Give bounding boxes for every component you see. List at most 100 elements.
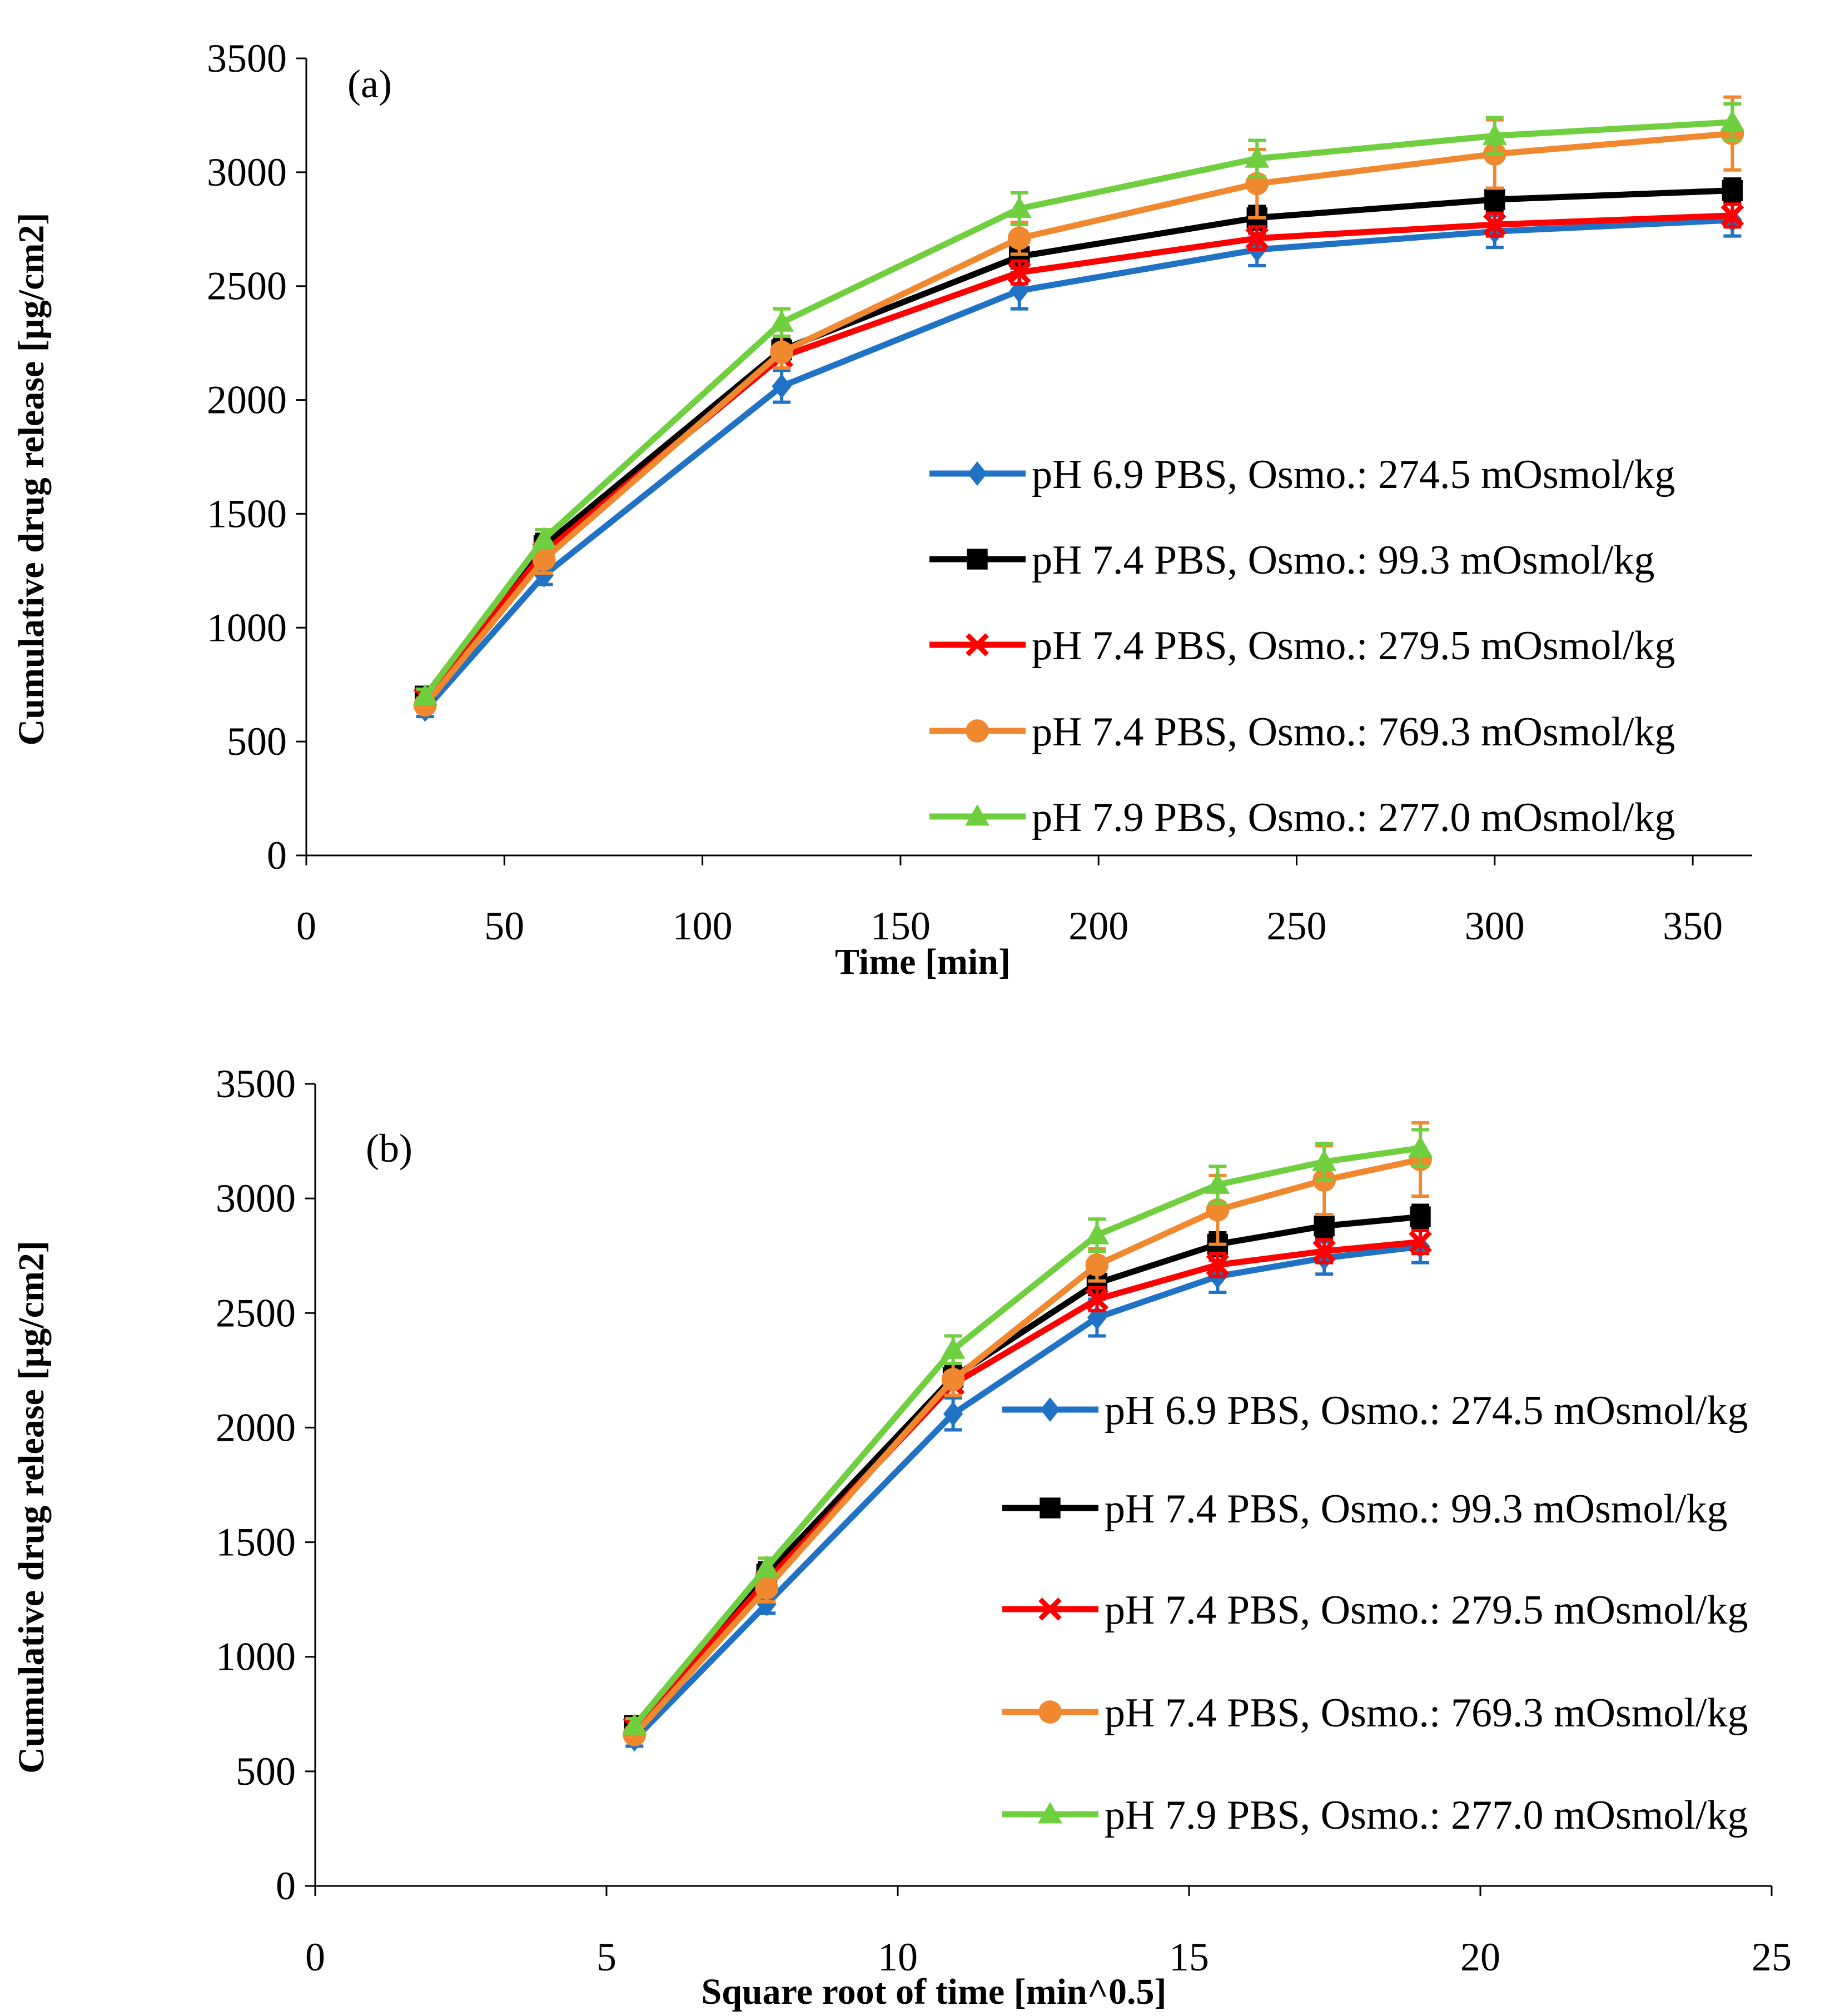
- series-line: [632, 1144, 1421, 1728]
- series-3: [623, 1121, 1432, 1746]
- diamond-marker: [967, 461, 987, 486]
- triangle-marker: [965, 804, 989, 826]
- legend-item: pH 7.9 PBS, Osmo.: 277.0 mOsmol/kg: [1002, 1793, 1748, 1838]
- square-marker: [1484, 189, 1505, 210]
- series-line: [422, 119, 1733, 698]
- y-tick-label: 2500: [207, 264, 287, 308]
- y-tick-label: 0: [276, 1864, 296, 1908]
- y-tick-label: 2500: [216, 1291, 296, 1335]
- triangle-marker: [1205, 1172, 1230, 1194]
- circle-marker: [755, 1576, 779, 1600]
- y-tick-label: 2000: [207, 378, 287, 422]
- square-marker: [1410, 1206, 1431, 1227]
- panel-label: (b): [366, 1126, 412, 1171]
- diamond-marker: [772, 374, 792, 399]
- legend-label: pH 7.4 PBS, Osmo.: 279.5 mOsmol/kg: [1105, 1587, 1748, 1633]
- x-tick-label: 25: [1752, 1935, 1792, 1979]
- legend-item: pH 7.4 PBS, Osmo.: 279.5 mOsmol/kg: [1002, 1587, 1748, 1633]
- legend-item: pH 7.4 PBS, Osmo.: 279.5 mOsmol/kg: [929, 623, 1675, 669]
- x-marker: [1312, 1240, 1336, 1263]
- y-axis-title: Cumulative drug release [µg/cm2]: [11, 213, 52, 746]
- triangle-marker: [1408, 1136, 1433, 1157]
- legend-item: pH 6.9 PBS, Osmo.: 274.5 mOsmol/kg: [1002, 1388, 1748, 1433]
- triangle-marker: [1038, 1802, 1062, 1824]
- y-axis-title: Cumulative drug release [µg/cm2]: [11, 1241, 52, 1774]
- triangle-marker: [1245, 146, 1270, 168]
- legend-label: pH 6.9 PBS, Osmo.: 274.5 mOsmol/kg: [1105, 1388, 1748, 1433]
- legend-item: pH 7.4 PBS, Osmo.: 99.3 mOsmol/kg: [1002, 1486, 1727, 1532]
- x-axis-title: Time [min]: [835, 942, 1011, 982]
- triangle-marker: [754, 1555, 779, 1577]
- square-marker: [1722, 180, 1743, 201]
- circle-marker: [1038, 1700, 1062, 1724]
- x-tick-label: 100: [673, 904, 733, 948]
- legend-label: pH 6.9 PBS, Osmo.: 274.5 mOsmol/kg: [1032, 452, 1675, 497]
- x-marker: [1483, 213, 1506, 236]
- legend-label: pH 7.4 PBS, Osmo.: 99.3 mOsmol/kg: [1032, 537, 1654, 583]
- legend-item: pH 7.4 PBS, Osmo.: 769.3 mOsmol/kg: [1002, 1690, 1748, 1736]
- y-tick-label: 1000: [216, 1635, 296, 1679]
- legend-item: pH 7.4 PBS, Osmo.: 769.3 mOsmol/kg: [929, 709, 1675, 755]
- diamond-marker: [534, 563, 554, 588]
- x-marker: [966, 633, 989, 656]
- x-marker: [1085, 1287, 1109, 1311]
- series-4: [622, 1128, 1433, 1735]
- triangle-marker: [412, 684, 437, 705]
- x-tick-label: 10: [878, 1935, 918, 1979]
- triangle-marker: [1720, 109, 1745, 132]
- x-marker: [1409, 1230, 1432, 1254]
- triangle-marker: [1085, 1223, 1110, 1245]
- square-marker: [967, 549, 988, 570]
- panel-label: (a): [347, 62, 392, 106]
- x-tick-label: 300: [1465, 904, 1525, 948]
- x-tick-label: 200: [1068, 904, 1128, 948]
- legend-label: pH 7.4 PBS, Osmo.: 99.3 mOsmol/kg: [1105, 1486, 1727, 1532]
- y-tick-label: 500: [236, 1749, 296, 1794]
- square-marker: [1314, 1215, 1335, 1237]
- y-tick-label: 3000: [207, 150, 287, 195]
- y-tick-label: 1500: [216, 1520, 296, 1565]
- diamond-marker: [1040, 1397, 1060, 1422]
- triangle-marker: [531, 526, 556, 548]
- circle-marker: [532, 547, 556, 571]
- x-tick-label: 350: [1663, 904, 1723, 948]
- x-axis-title: Square root of time [min^0.5]: [702, 1972, 1167, 2012]
- x-tick-label: 50: [484, 904, 524, 948]
- diamond-marker: [1087, 1305, 1107, 1330]
- x-tick-label: 250: [1267, 904, 1327, 948]
- series-line: [632, 1239, 1421, 1730]
- diamond-marker: [943, 1401, 963, 1426]
- triangle-marker: [1007, 196, 1032, 218]
- circle-marker: [966, 719, 989, 743]
- y-tick-label: 3000: [216, 1176, 296, 1221]
- y-tick-label: 3500: [216, 1062, 296, 1106]
- circle-marker: [770, 340, 794, 364]
- legend-label: pH 7.9 PBS, Osmo.: 277.0 mOsmol/kg: [1032, 795, 1675, 840]
- square-marker: [1040, 1497, 1061, 1519]
- series-line: [632, 1156, 1421, 1737]
- triangle-marker: [769, 310, 794, 332]
- triangle-marker: [941, 1337, 966, 1359]
- x-marker: [1206, 1253, 1230, 1277]
- y-tick-label: 0: [267, 833, 287, 878]
- legend-item: pH 7.4 PBS, Osmo.: 99.3 mOsmol/kg: [929, 537, 1654, 583]
- x-tick-label: 0: [305, 1935, 325, 1979]
- x-marker: [1720, 203, 1744, 227]
- legend-label: pH 7.4 PBS, Osmo.: 769.3 mOsmol/kg: [1032, 709, 1675, 755]
- triangle-marker: [1312, 1149, 1337, 1171]
- y-tick-label: 3500: [207, 36, 287, 81]
- circle-marker: [941, 1367, 965, 1391]
- x-tick-label: 0: [296, 904, 316, 948]
- x-tick-label: 5: [596, 1935, 616, 1979]
- chart-panel-1: 0 500 1000 1500 2000 2500 3000 3500 0 5 10 15 20 25 Sq…: [11, 1062, 1792, 2012]
- x-tick-label: 150: [871, 904, 931, 948]
- legend-item: pH 6.9 PBS, Osmo.: 274.5 mOsmol/kg: [929, 452, 1675, 497]
- legend-item: pH 7.9 PBS, Osmo.: 277.0 mOsmol/kg: [929, 795, 1675, 840]
- x-tick-label: 15: [1169, 1935, 1209, 1979]
- y-tick-label: 1000: [207, 605, 287, 650]
- circle-marker: [1085, 1253, 1109, 1277]
- x-tick-label: 20: [1460, 1935, 1500, 1979]
- legend-label: pH 7.4 PBS, Osmo.: 769.3 mOsmol/kg: [1105, 1690, 1748, 1736]
- series-2: [623, 1228, 1432, 1740]
